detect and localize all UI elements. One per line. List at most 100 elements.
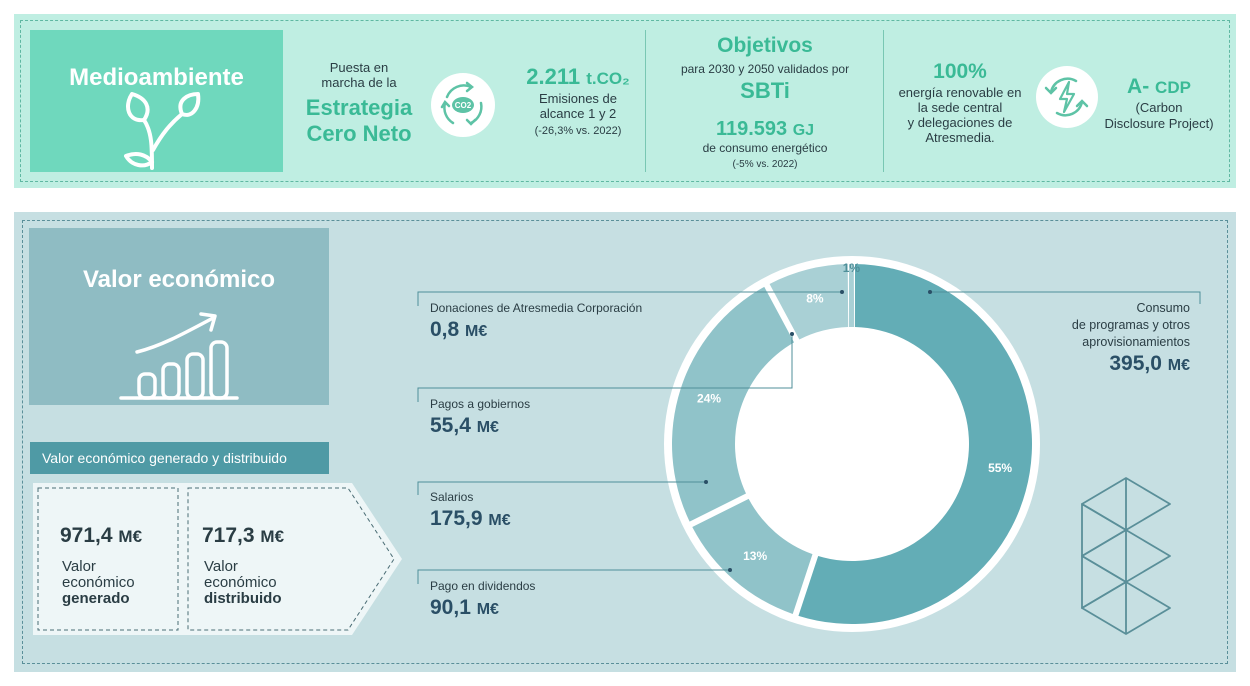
generated-unit: M€ xyxy=(118,527,143,546)
governments-label: Pagos a gobiernos xyxy=(430,397,531,411)
salaries-value: 175,9 xyxy=(430,507,483,530)
renewable-value: 100% xyxy=(933,60,987,83)
governments-unit: M€ xyxy=(476,419,499,436)
generated-line3: generado xyxy=(62,590,130,607)
growth-chart-icon xyxy=(119,312,239,400)
strategy-highlight1: Estrategia xyxy=(305,95,413,120)
donations-unit: M€ xyxy=(465,323,488,340)
percent-label-governments: 8% xyxy=(806,292,824,306)
renewable-line2: la sede central xyxy=(917,100,1003,115)
energy-unit: GJ xyxy=(792,122,815,139)
cdp-line2: Disclosure Project) xyxy=(1104,116,1214,131)
slice-donations xyxy=(849,264,855,328)
renewable-line3: y delegaciones de xyxy=(907,115,1013,130)
leader-salaries-dot xyxy=(704,480,708,484)
leader-donations xyxy=(417,291,842,306)
percent-label-dividends: 13% xyxy=(743,549,767,563)
economic-panel: Valor económico Valor económico generado… xyxy=(14,212,1236,672)
distributed-unit: M€ xyxy=(260,527,285,546)
consumption-value-row: 395,0 M€ xyxy=(1030,352,1190,376)
cdp-rating-row: A- CDP xyxy=(1096,75,1222,99)
environment-title-box: Medioambiente xyxy=(30,30,283,172)
generated-line2: económico xyxy=(62,574,135,591)
renewable-line4: Atresmedia. xyxy=(925,130,995,145)
salaries-value-row: 175,9 M€ xyxy=(430,507,511,531)
consumption-value: 395,0 xyxy=(1109,352,1162,375)
governments-value-row: 55,4 M€ xyxy=(430,414,499,438)
distributed-line2: económico xyxy=(204,574,277,591)
objectives-line: para 2030 y 2050 validados por xyxy=(680,62,850,76)
cdp-name: CDP xyxy=(1155,78,1191,97)
divider-1 xyxy=(645,30,646,172)
donations-value: 0,8 xyxy=(430,318,460,341)
slice-salaries xyxy=(672,286,795,522)
leader-governments-dot xyxy=(790,332,794,336)
distributed-value: 717,3 xyxy=(202,524,255,547)
co2-cycle-icon: CO2 xyxy=(431,73,495,137)
donations-value-row: 0,8 M€ xyxy=(430,318,487,342)
consumption-line3: aprovisionamientos xyxy=(1082,335,1190,349)
slice-governments xyxy=(769,264,849,340)
leader-dividends-dot xyxy=(728,568,732,572)
donations-label: Donaciones de Atresmedia Corporación xyxy=(430,301,643,315)
emissions-value-row: 2.211 t.CO₂ xyxy=(508,64,648,90)
co2-icon-text: CO2 xyxy=(455,101,472,110)
distributed-line1: Valor xyxy=(204,558,238,575)
generated-value: 971,4 xyxy=(60,524,113,547)
environment-title: Medioambiente xyxy=(69,64,244,91)
emissions-line1: Emisiones de xyxy=(538,91,618,106)
consumption-line2: de programas y otros xyxy=(1071,318,1190,332)
energy-line: de consumo energético xyxy=(702,141,828,155)
environment-dashed-border xyxy=(20,20,1230,182)
strategy-line1: Puesta en xyxy=(329,60,389,75)
energy-value-row: 119.593 GJ xyxy=(646,118,884,141)
cdp-rating: A- xyxy=(1127,75,1150,98)
economic-title-box: Valor económico xyxy=(29,228,329,405)
leader-donations-dot xyxy=(840,290,844,294)
distribution-donut-chart: 55% 13% 24% 8% 1% xyxy=(417,256,1201,632)
economic-title: Valor económico xyxy=(82,266,276,293)
economic-banner: Valor económico generado y distribuido xyxy=(30,442,329,474)
percent-label-salaries: 24% xyxy=(697,392,721,406)
dividends-value: 90,1 xyxy=(430,596,471,619)
cdp-line1: (Carbon xyxy=(1135,100,1183,115)
governments-value: 55,4 xyxy=(430,414,471,437)
leader-dividends xyxy=(417,569,730,584)
generated-line1: Valor xyxy=(62,558,96,575)
leader-salaries xyxy=(417,481,706,495)
dividends-unit: M€ xyxy=(476,601,499,618)
generated-value-row: 971,4 M€ xyxy=(60,524,142,548)
distributed-line3: distribuido xyxy=(204,590,282,607)
environment-band: Medioambiente Puesta en marcha de la Est… xyxy=(14,14,1236,188)
leader-consumption xyxy=(930,291,1201,304)
economic-dashed-border xyxy=(22,220,1228,664)
leader-governments xyxy=(417,334,793,402)
consumption-unit: M€ xyxy=(1167,357,1190,374)
value-arrow-shape xyxy=(33,483,402,635)
percent-label-consumption: 55% xyxy=(988,461,1012,475)
distributed-value-row: 717,3 M€ xyxy=(202,524,284,548)
divider-2 xyxy=(883,30,884,172)
leaves-icon xyxy=(124,92,201,170)
salaries-unit: M€ xyxy=(488,512,511,529)
strategy-highlight2: Cero Neto xyxy=(306,121,412,146)
emissions-unit: t.CO₂ xyxy=(586,69,630,88)
energy-value: 119.593 xyxy=(715,118,788,140)
slice-dividends xyxy=(692,498,813,614)
salaries-label: Salarios xyxy=(430,490,474,504)
objectives-title: Objetivos xyxy=(717,34,813,57)
renewable-energy-icon xyxy=(1036,66,1098,128)
percent-label-donations: 1% xyxy=(843,261,861,275)
emissions-line2: alcance 1 y 2 xyxy=(539,106,617,121)
sbti-label: SBTi xyxy=(740,78,790,103)
dividends-label: Pago en dividendos xyxy=(430,579,536,593)
emissions-value: 2.211 xyxy=(526,64,581,89)
renewable-line1: energía renovable en xyxy=(898,85,1022,100)
consumption-line1: Consumo xyxy=(1136,301,1191,315)
strategy-line2: marcha de la xyxy=(321,75,397,90)
energy-note: (-5% vs. 2022) xyxy=(732,159,798,170)
slice-consumption xyxy=(798,264,1032,624)
dividends-value-row: 90,1 M€ xyxy=(430,596,499,620)
leader-consumption-dot xyxy=(928,290,932,294)
decorative-geometric-mark xyxy=(1081,477,1171,635)
